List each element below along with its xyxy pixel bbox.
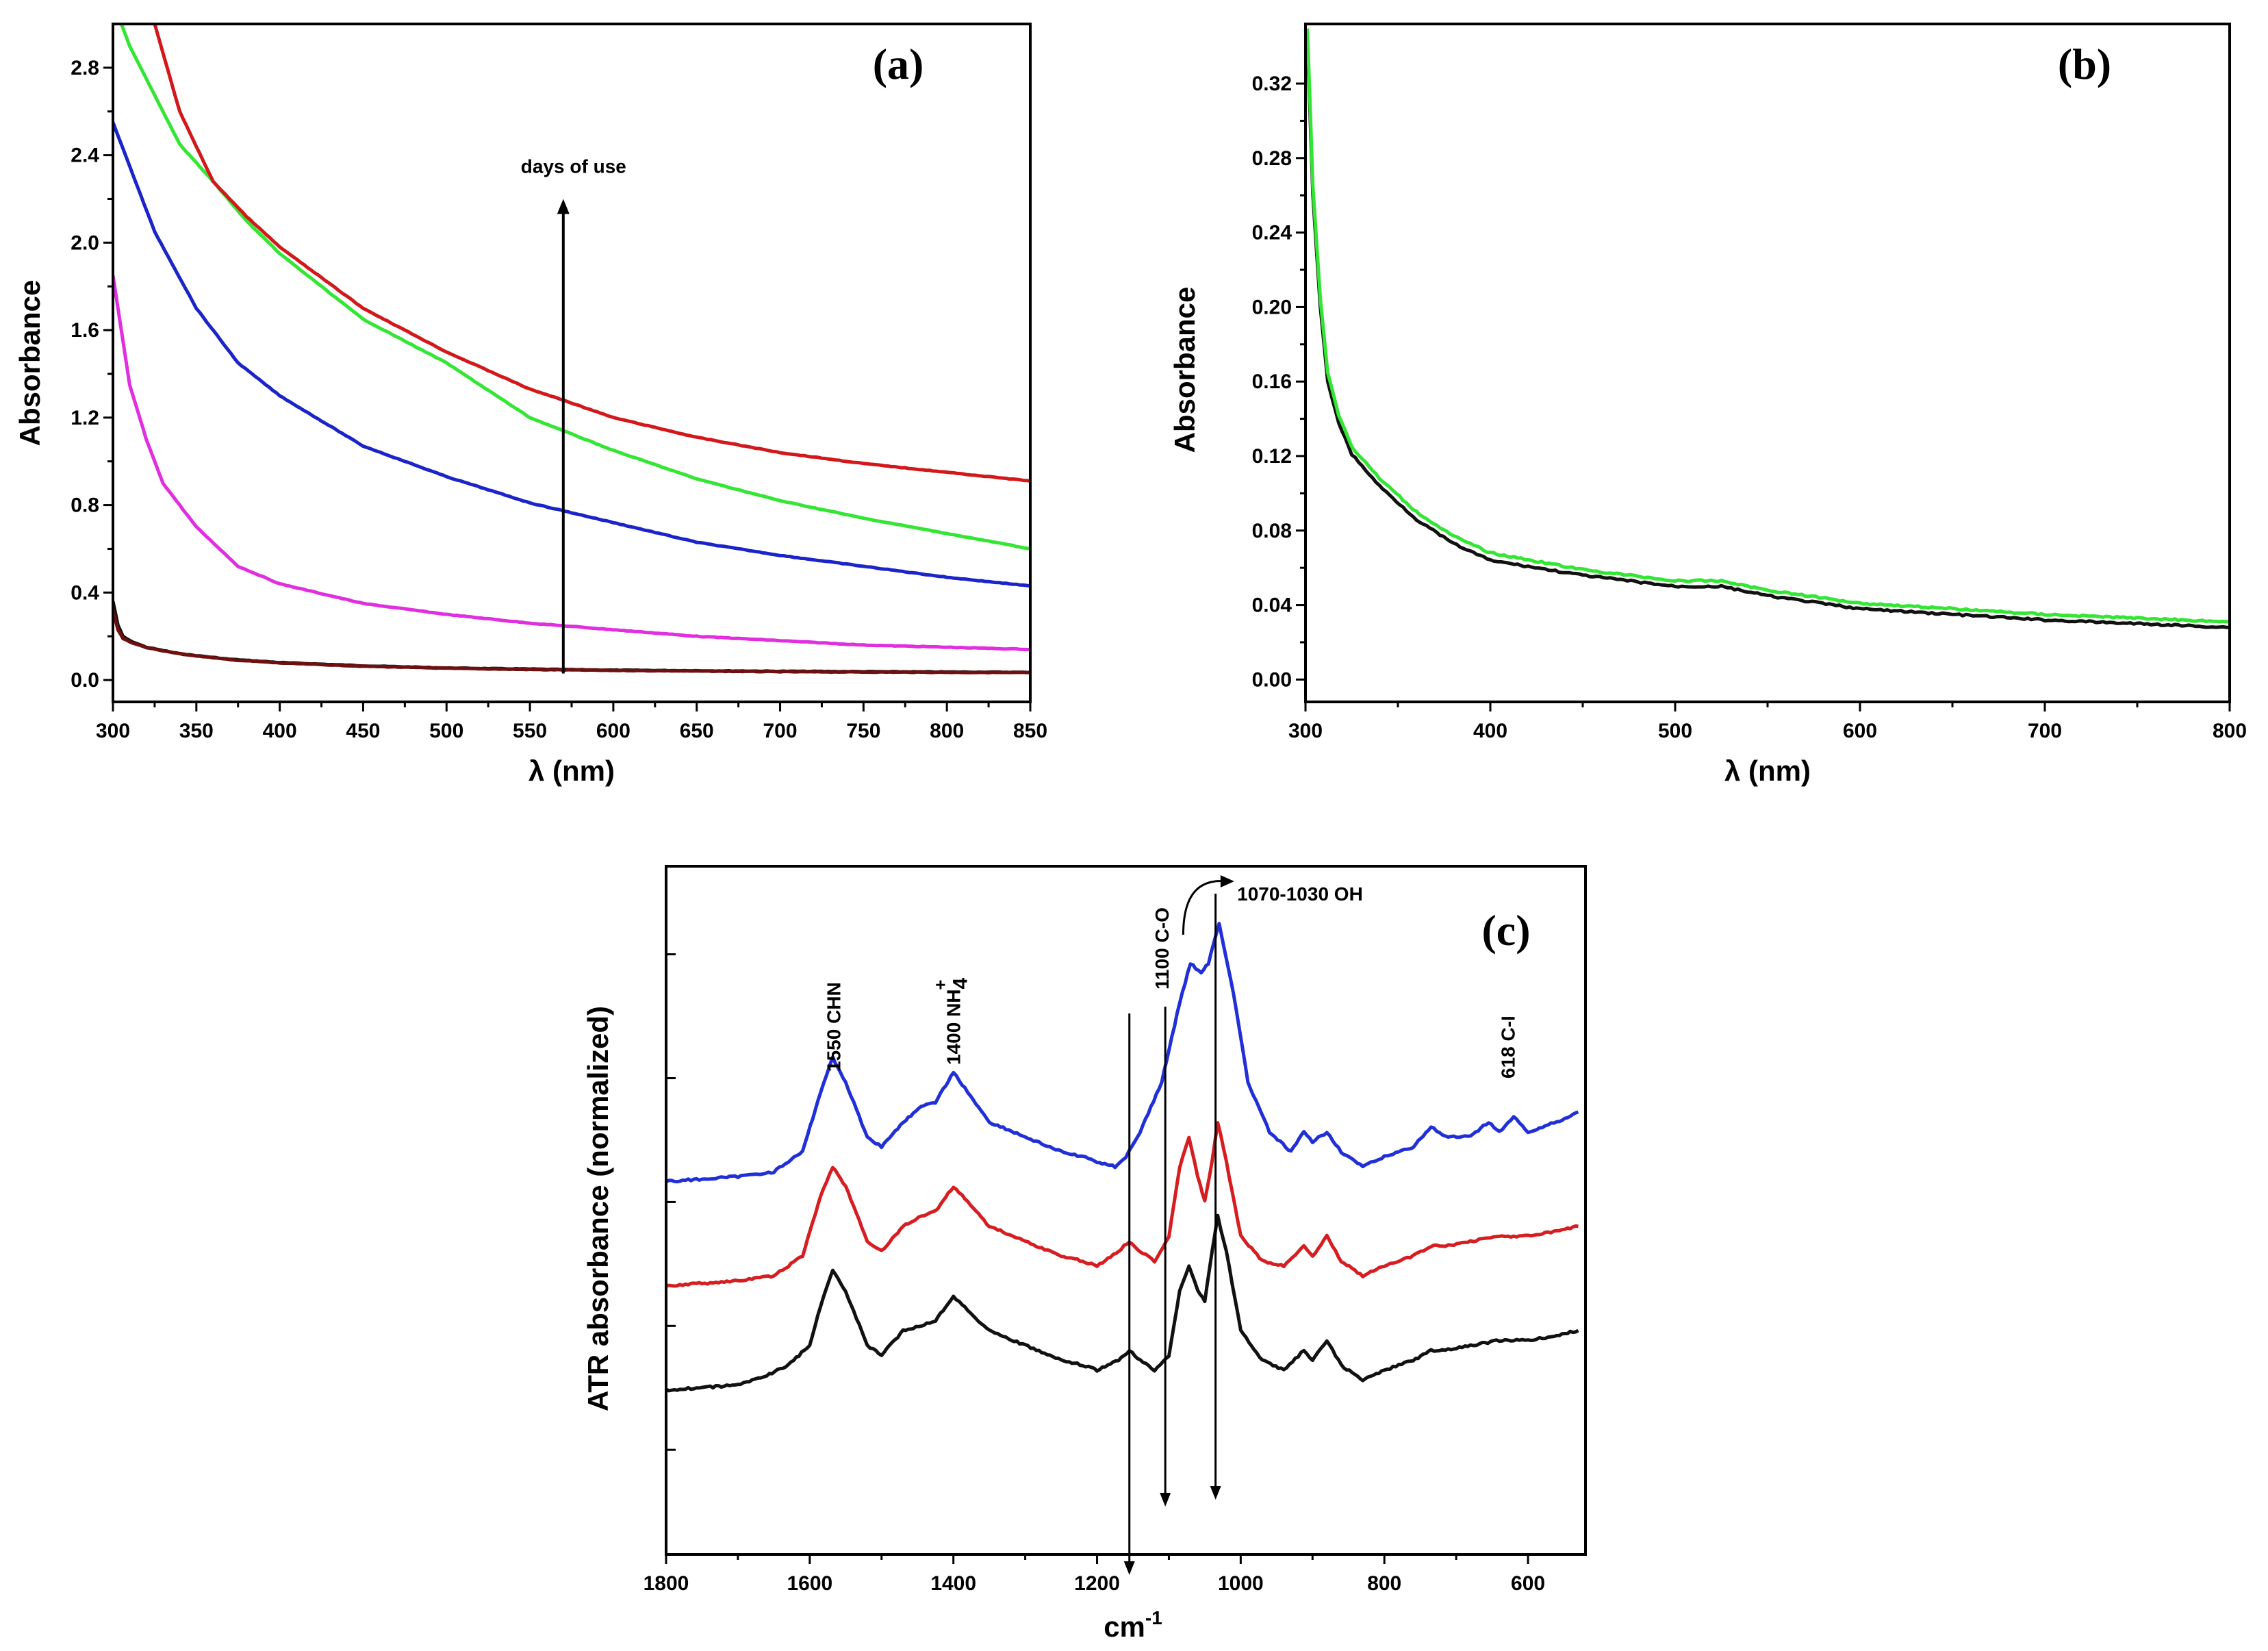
panel-b-series-black bbox=[1305, 37, 2230, 629]
panel-c-series-ftir_blue bbox=[666, 922, 1579, 1184]
panel-b-ytick-label: 0.04 bbox=[1252, 594, 1292, 617]
panel-b-ytick-label: 0.24 bbox=[1252, 222, 1292, 244]
panel-a-ylabel: Absorbance bbox=[14, 280, 46, 446]
panel-a-ticks: 300 350 400 450 500 550 600 650 700 750 800 850 0.0 0… bbox=[71, 57, 1047, 742]
panel-c-xtick-label: 1200 bbox=[1074, 1572, 1120, 1595]
panel-c-ticks: 1800 1600 1400 1200 1000 800 600 bbox=[644, 953, 1545, 1595]
panel-b-xtick-label: 600 bbox=[1843, 720, 1877, 742]
panel-a-series-green bbox=[119, 24, 1030, 551]
panel-c-peak-label-sub: 4 bbox=[950, 977, 972, 989]
panel-c-peak-label: 618 C-I bbox=[1498, 1016, 1519, 1079]
panel-b-xtick-label: 800 bbox=[2213, 720, 2247, 742]
panel-c-arrow-head bbox=[1210, 1486, 1221, 1500]
panel-c-ylabel: ATR absorbance (normalized) bbox=[582, 1006, 614, 1411]
panel-a-xlabel: λ (nm) bbox=[528, 755, 615, 787]
panel-a-xtick-label: 800 bbox=[930, 720, 964, 742]
panel-c-arrow-head bbox=[1160, 1493, 1171, 1507]
panel-b-ytick-label: 0.20 bbox=[1252, 296, 1292, 318]
panel-b-xtick-label: 400 bbox=[1473, 720, 1507, 742]
panel-a-xtick-label: 350 bbox=[179, 720, 214, 742]
panel-b-xtick-label: 700 bbox=[2028, 720, 2062, 742]
panel-c-plot-area bbox=[666, 922, 1579, 1393]
panel-a-xtick-label: 400 bbox=[263, 720, 297, 742]
panel-a-annotation: days of use bbox=[521, 155, 626, 674]
panel-a-ytick-label: 1.2 bbox=[71, 407, 99, 429]
panel-b-ylabel: Absorbance bbox=[1169, 287, 1201, 453]
panel-c-curved-arrow-head bbox=[1220, 875, 1234, 887]
panel-a-ytick-label: 0.8 bbox=[71, 494, 99, 517]
panel-c-arrow-head bbox=[1123, 1561, 1135, 1575]
panel-a-chart: 300 350 400 450 500 550 600 650 700 750 800 850 0.0 0… bbox=[14, 23, 1047, 787]
panel-b-xtick-label: 300 bbox=[1288, 720, 1323, 742]
panel-c-peak-label: 1550 CHN bbox=[823, 982, 844, 1072]
panel-c-xtick-label: 1400 bbox=[930, 1572, 976, 1595]
panel-c-peak-label-text: 618 C-I bbox=[1498, 1016, 1519, 1079]
panel-a-plot-area bbox=[113, 24, 1030, 675]
panel-c-peak-label-text: 1100 C-O bbox=[1151, 907, 1173, 990]
panel-a-series-blue bbox=[113, 121, 1030, 588]
panel-b-ticks: 300 400 500 600 700 800 0.00 0.04 0.08 0.12 0.16 0.… bbox=[1252, 73, 2247, 742]
days-of-use-label: days of use bbox=[521, 155, 626, 177]
panel-a-xtick-label: 550 bbox=[513, 720, 547, 742]
panel-b-ytick-label: 0.12 bbox=[1252, 445, 1292, 468]
panel-a-series-red bbox=[153, 24, 1030, 483]
panel-a-xtick-label: 300 bbox=[96, 720, 130, 742]
panel-c-chart: 1800 1600 1400 1200 1000 800 600 1550 CHN 1400 … bbox=[582, 865, 1587, 1643]
panel-b-ytick-label: 0.16 bbox=[1252, 370, 1292, 393]
panel-b-ytick-label: 0.00 bbox=[1252, 668, 1292, 691]
panel-c-xtick-label: 1600 bbox=[787, 1572, 832, 1595]
panel-a-xtick-label: 750 bbox=[846, 720, 880, 742]
panel-b-chart: 300 400 500 600 700 800 0.00 0.04 0.08 0.12 0.16 0.… bbox=[1169, 23, 2247, 787]
panel-a-xtick-label: 450 bbox=[346, 720, 380, 742]
panel-a-xtick-label: 850 bbox=[1013, 720, 1047, 742]
panel-b-series bbox=[1305, 28, 2230, 629]
panel-c-peak-label-text: 1550 CHN bbox=[823, 982, 844, 1072]
panel-c-frame bbox=[665, 865, 1587, 1556]
panel-b-label: (b) bbox=[2058, 40, 2111, 88]
panel-c-xlabel: cm-1 bbox=[1104, 1607, 1162, 1643]
panel-b-ytick-label: 0.28 bbox=[1252, 147, 1292, 170]
panel-a-ytick-label: 2.0 bbox=[71, 231, 99, 254]
panel-a-xtick-label: 500 bbox=[429, 720, 463, 742]
panel-c-series bbox=[666, 922, 1579, 1393]
panel-b-plot-area bbox=[1305, 28, 2230, 629]
panel-b-ytick-label: 0.32 bbox=[1252, 73, 1292, 95]
panel-b-series-green bbox=[1305, 28, 2230, 624]
panel-a-ytick-label: 1.6 bbox=[71, 319, 99, 342]
panel-c-peak-label: 1100 C-O bbox=[1151, 907, 1173, 990]
panel-a-ytick-label: 2.8 bbox=[71, 57, 99, 79]
panel-c-xtick-label: 800 bbox=[1367, 1572, 1401, 1595]
panel-a-series-magenta bbox=[113, 275, 1030, 651]
panel-a-ytick-label: 0.4 bbox=[71, 581, 99, 604]
panel-b-xtick-label: 500 bbox=[1658, 720, 1692, 742]
panel-c-label: (c) bbox=[1481, 906, 1530, 955]
panel-a-xtick-label: 700 bbox=[763, 720, 798, 742]
panel-a-series-darkred bbox=[113, 609, 1030, 675]
panel-c-xtick-label: 1000 bbox=[1218, 1572, 1264, 1595]
panel-c-xtick-label: 1800 bbox=[644, 1572, 689, 1595]
panel-a-xtick-label: 600 bbox=[596, 720, 630, 742]
panel-a-series bbox=[113, 24, 1030, 675]
panel-c-oh-label: 1070-1030 OH bbox=[1237, 883, 1363, 905]
panel-c-series-ftir_black bbox=[666, 1213, 1579, 1393]
panel-b-ytick-label: 0.08 bbox=[1252, 520, 1292, 542]
panel-a-ytick-label: 2.4 bbox=[71, 144, 99, 167]
days-of-use-arrow-head bbox=[557, 199, 570, 214]
panel-c-xtick-label: 600 bbox=[1511, 1572, 1545, 1595]
panel-b-xlabel: λ (nm) bbox=[1724, 755, 1811, 787]
panel-a-xtick-label: 650 bbox=[680, 720, 714, 742]
panel-c-xlabel-sup: -1 bbox=[1145, 1607, 1162, 1628]
panel-a-label: (a) bbox=[873, 40, 924, 88]
panel-c-xlabel-text: cm bbox=[1104, 1611, 1145, 1643]
panel-c-peak-label: 1400 NH4+ bbox=[930, 977, 972, 1065]
panel-c-peak-label-text: 1400 NH bbox=[943, 989, 965, 1065]
panel-c-peak-label-sup: + bbox=[930, 980, 951, 990]
panel-c-series-ftir_red bbox=[666, 1121, 1579, 1288]
panel-a-ytick-label: 0.0 bbox=[71, 669, 99, 692]
